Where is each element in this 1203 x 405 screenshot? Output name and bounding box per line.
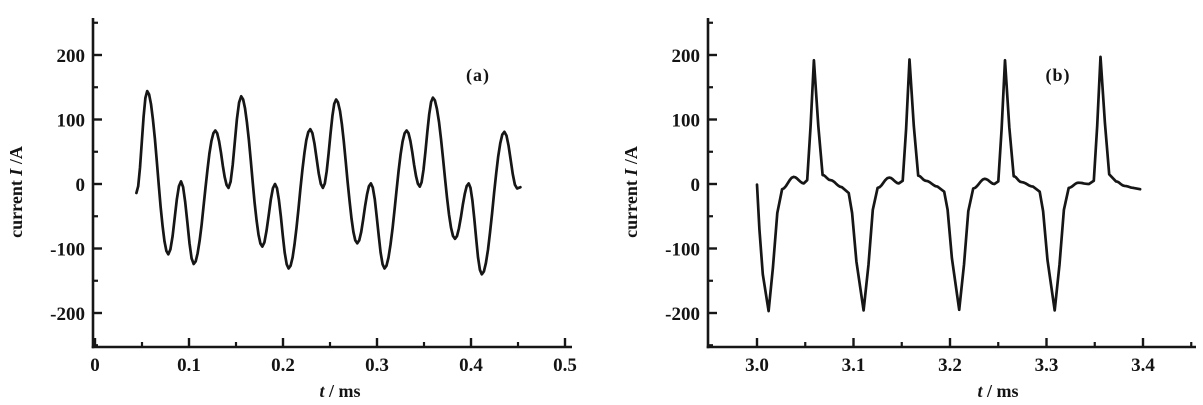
x-tick-label: 3.1 xyxy=(842,355,866,376)
x-tick-label: 3.3 xyxy=(1035,355,1059,376)
x-axis-label: t / ms xyxy=(319,381,360,401)
x-tick-label: 0 xyxy=(90,355,100,376)
y-tick-label: 200 xyxy=(672,46,701,67)
x-tick-label: 3.0 xyxy=(745,355,769,376)
panel-letter: (b) xyxy=(1046,65,1071,86)
y-tick-label: -200 xyxy=(665,304,700,325)
x-axis-label: t / ms xyxy=(977,381,1018,401)
waveform-path xyxy=(755,55,1142,313)
y-axis-label: current I /A xyxy=(621,146,641,238)
x-tick-label: 0.4 xyxy=(459,355,483,376)
y-tick-label: 200 xyxy=(57,46,86,67)
y-axis-label: current I /A xyxy=(6,146,26,238)
x-tick-label: 3.2 xyxy=(938,355,962,376)
chart-panel-b: 3.0 3.1 3.2 3.3 3.4 200 100 0 -100 -200 t / ms curr… xyxy=(621,18,1196,401)
y-tick-label: 0 xyxy=(691,175,701,196)
y-tick-label: -100 xyxy=(50,240,85,261)
chart-panel-a: 0 0.1 0.2 0.3 0.4 0.5 200 100 0 -100 -200 t / ms cur… xyxy=(6,18,577,401)
y-tick-label: -100 xyxy=(665,240,700,261)
y-tick-label: 0 xyxy=(76,175,86,196)
x-tick-label: 0.2 xyxy=(271,355,295,376)
x-tick-label: 0.1 xyxy=(177,355,201,376)
x-tick-label: 3.4 xyxy=(1131,355,1155,376)
panel-letter: (a) xyxy=(466,65,490,86)
x-tick-label: 0.5 xyxy=(553,355,577,376)
y-tick-label: 100 xyxy=(672,111,701,132)
waveform-path xyxy=(135,89,522,276)
x-tick-label: 0.3 xyxy=(365,355,389,376)
y-tick-label: 100 xyxy=(57,111,86,132)
y-tick-label: -200 xyxy=(50,304,85,325)
